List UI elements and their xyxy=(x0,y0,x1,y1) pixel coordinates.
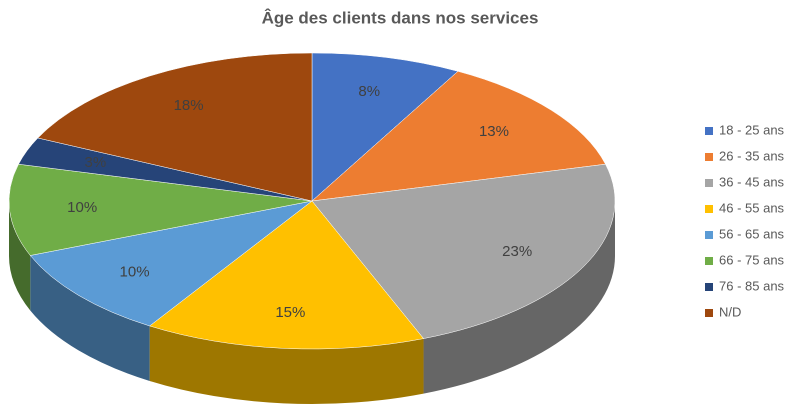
data-label: 18% xyxy=(174,97,204,114)
slice xyxy=(8,163,313,256)
data-label: 23% xyxy=(502,243,532,260)
legend-swatch xyxy=(705,127,713,135)
legend-label: 76 - 85 ans xyxy=(719,278,785,293)
legend-label: 26 - 35 ans xyxy=(719,148,785,163)
slice-side xyxy=(9,201,31,311)
legend-label: 66 - 75 ans xyxy=(719,252,785,267)
legend-swatch xyxy=(705,283,713,291)
slice-side xyxy=(423,201,616,394)
legend-label: 18 - 25 ans xyxy=(719,122,785,137)
legend-label: N/D xyxy=(719,304,741,319)
slice xyxy=(311,163,616,339)
chart-title: Âge des clients dans nos services xyxy=(262,8,539,27)
slice-side xyxy=(149,325,424,405)
legend-swatch xyxy=(705,309,713,317)
slice-side xyxy=(30,255,150,381)
slice xyxy=(311,71,606,202)
slice xyxy=(149,200,424,350)
slice xyxy=(37,52,313,202)
legend-swatch xyxy=(705,257,713,265)
slice xyxy=(29,200,313,327)
data-label: 3% xyxy=(84,154,106,171)
data-label: 10% xyxy=(120,264,150,281)
slice xyxy=(311,52,459,202)
legend-label: 36 - 45 ans xyxy=(719,174,785,189)
legend-swatch xyxy=(705,179,713,187)
data-label: 10% xyxy=(67,199,97,216)
data-label: 8% xyxy=(358,83,380,100)
data-label: 13% xyxy=(479,123,509,140)
legend-label: 46 - 55 ans xyxy=(719,200,785,215)
legend-swatch xyxy=(705,153,713,161)
legend-swatch xyxy=(705,231,713,239)
data-label: 15% xyxy=(275,304,305,321)
legend-swatch xyxy=(705,205,713,213)
legend-label: 56 - 65 ans xyxy=(719,226,785,241)
